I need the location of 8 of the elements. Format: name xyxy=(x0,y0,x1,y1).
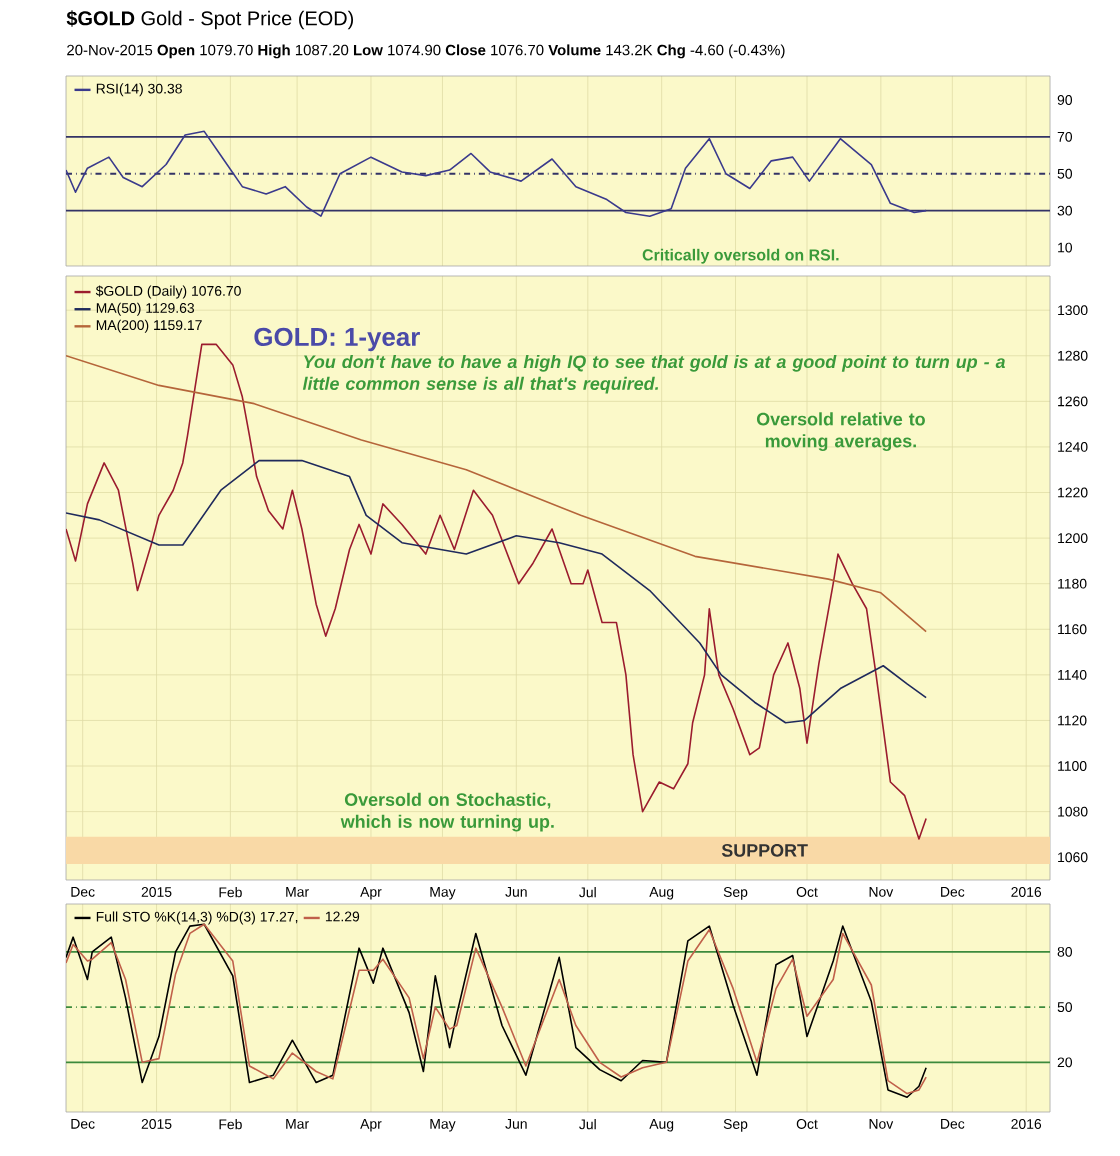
annotation: You don't have to have a high IQ to see that gold is at a good point to turn up - a little common sense is all that's required. xyxy=(302,354,1006,394)
annotation: GOLD: 1-year xyxy=(254,327,420,352)
line-series xyxy=(66,130,927,217)
band-label: SUPPORT xyxy=(721,844,808,857)
annotation: Oversold relative to moving averages. xyxy=(756,412,925,452)
chart-title: $GOLD Gold - Spot Price (EOD) xyxy=(66,10,354,30)
line-series xyxy=(66,459,927,724)
annotation: Oversold on Stochastic, which is now turning up. xyxy=(340,792,554,832)
